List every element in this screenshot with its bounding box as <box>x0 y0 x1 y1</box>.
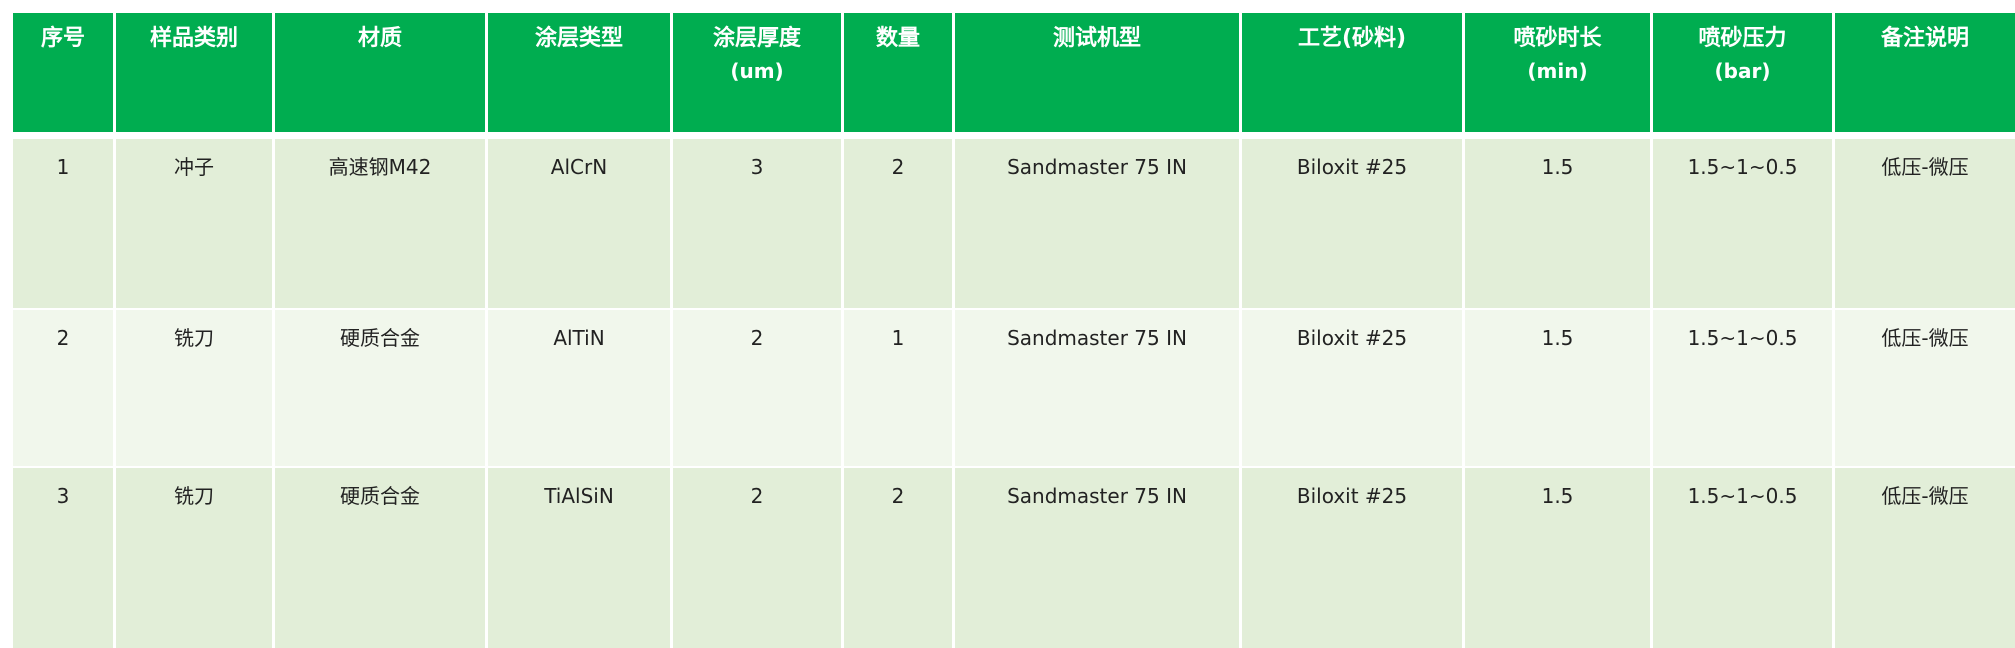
header-label: 工艺(砂料) <box>1297 26 1407 51</box>
table-row: 1 冲子 高速钢M42 AlCrN 3 2 Sandmaster 75 IN Biloxit … <box>13 139 2015 310</box>
table-cell: 1 <box>13 139 113 310</box>
table-cell: AlCrN <box>488 139 670 310</box>
table-cell: Biloxit #25 <box>1242 310 1462 468</box>
column-header: 测试机型 <box>955 13 1239 139</box>
column-header: 工艺(砂料) <box>1242 13 1462 139</box>
table-cell: 硬质合金 <box>275 468 485 648</box>
header-label: 涂层厚度 <box>712 26 801 51</box>
header-unit: (min) <box>1527 59 1588 83</box>
table-cell: 低压-微压 <box>1835 310 2015 468</box>
table-cell: Biloxit #25 <box>1242 468 1462 648</box>
header-label: 样品类别 <box>149 26 238 51</box>
header-label: 测试机型 <box>1052 26 1141 51</box>
column-header: 备注说明 <box>1835 13 2015 139</box>
table-cell: 3 <box>13 468 113 648</box>
table-cell: 2 <box>844 139 952 310</box>
table-cell: 1.5 <box>1465 310 1650 468</box>
sandblast-test-table: 序号 样品类别 材质 涂层类型 涂层厚度 (um) 数量 测试机型 工艺(砂料) 喷砂时长 (min… <box>10 13 2015 648</box>
column-header: 数量 <box>844 13 952 139</box>
table-cell: TiAlSiN <box>488 468 670 648</box>
column-header: 涂层类型 <box>488 13 670 139</box>
column-header: 样品类别 <box>116 13 272 139</box>
table-cell: 2 <box>673 310 841 468</box>
table-cell: 2 <box>13 310 113 468</box>
header-unit: (bar) <box>1714 59 1771 83</box>
table-cell: 高速钢M42 <box>275 139 485 310</box>
table-cell: 1.5 <box>1465 468 1650 648</box>
header-unit: (um) <box>730 59 784 83</box>
table-cell: 1.5~1~0.5 <box>1653 468 1832 648</box>
table-cell: 1.5 <box>1465 139 1650 310</box>
table-cell: Biloxit #25 <box>1242 139 1462 310</box>
table-cell: Sandmaster 75 IN <box>955 468 1239 648</box>
header-label: 涂层类型 <box>534 26 623 51</box>
table-cell: 硬质合金 <box>275 310 485 468</box>
header-label: 材质 <box>357 26 402 51</box>
table-cell: 1 <box>844 310 952 468</box>
table-cell: 铣刀 <box>116 310 272 468</box>
table-cell: 1.5~1~0.5 <box>1653 310 1832 468</box>
header-row: 序号 样品类别 材质 涂层类型 涂层厚度 (um) 数量 测试机型 工艺(砂料) 喷砂时长 (min… <box>13 13 2015 139</box>
table-cell: 2 <box>844 468 952 648</box>
column-header: 喷砂时长 (min) <box>1465 13 1650 139</box>
header-label: 喷砂压力 <box>1698 26 1787 51</box>
table-cell: 低压-微压 <box>1835 468 2015 648</box>
column-header: 喷砂压力 (bar) <box>1653 13 1832 139</box>
table-cell: 2 <box>673 468 841 648</box>
table-row: 2 铣刀 硬质合金 AlTiN 2 1 Sandmaster 75 IN Biloxit #2… <box>13 310 2015 468</box>
table-cell: 1.5~1~0.5 <box>1653 139 1832 310</box>
table-cell: 低压-微压 <box>1835 139 2015 310</box>
table-cell: 铣刀 <box>116 468 272 648</box>
table-cell: Sandmaster 75 IN <box>955 310 1239 468</box>
header-label: 备注说明 <box>1880 26 1969 51</box>
column-header: 序号 <box>13 13 113 139</box>
table-cell: 冲子 <box>116 139 272 310</box>
table-cell: AlTiN <box>488 310 670 468</box>
table-row: 3 铣刀 硬质合金 TiAlSiN 2 2 Sandmaster 75 IN Biloxit … <box>13 468 2015 648</box>
header-label: 喷砂时长 <box>1513 26 1602 51</box>
column-header: 材质 <box>275 13 485 139</box>
header-label: 序号 <box>40 26 85 51</box>
table-cell: Sandmaster 75 IN <box>955 139 1239 310</box>
table-cell: 3 <box>673 139 841 310</box>
column-header: 涂层厚度 (um) <box>673 13 841 139</box>
header-label: 数量 <box>875 26 920 51</box>
